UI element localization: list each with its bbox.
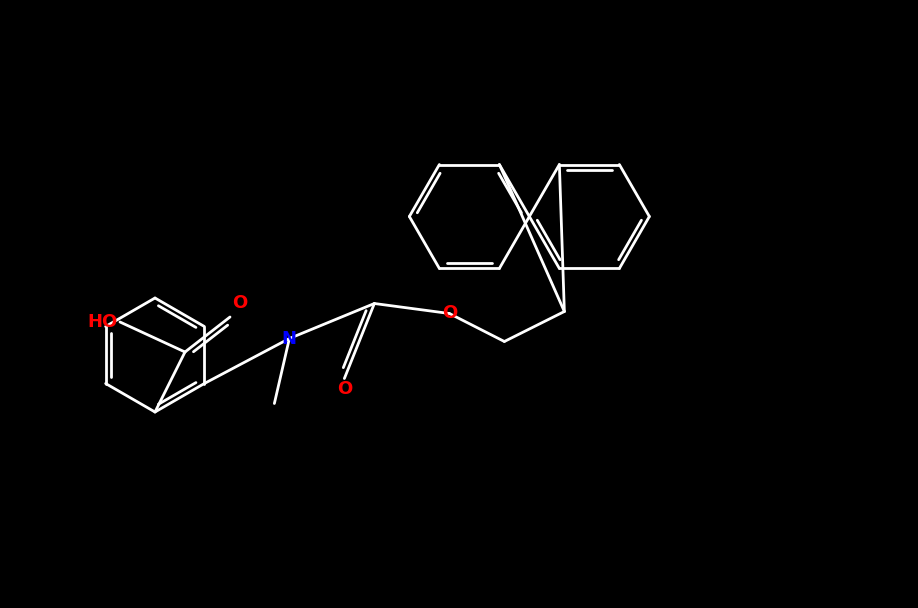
Text: HO: HO	[88, 313, 118, 331]
Text: O: O	[232, 294, 247, 312]
Text: N: N	[282, 330, 297, 348]
Text: O: O	[442, 305, 457, 322]
Text: O: O	[337, 381, 352, 398]
